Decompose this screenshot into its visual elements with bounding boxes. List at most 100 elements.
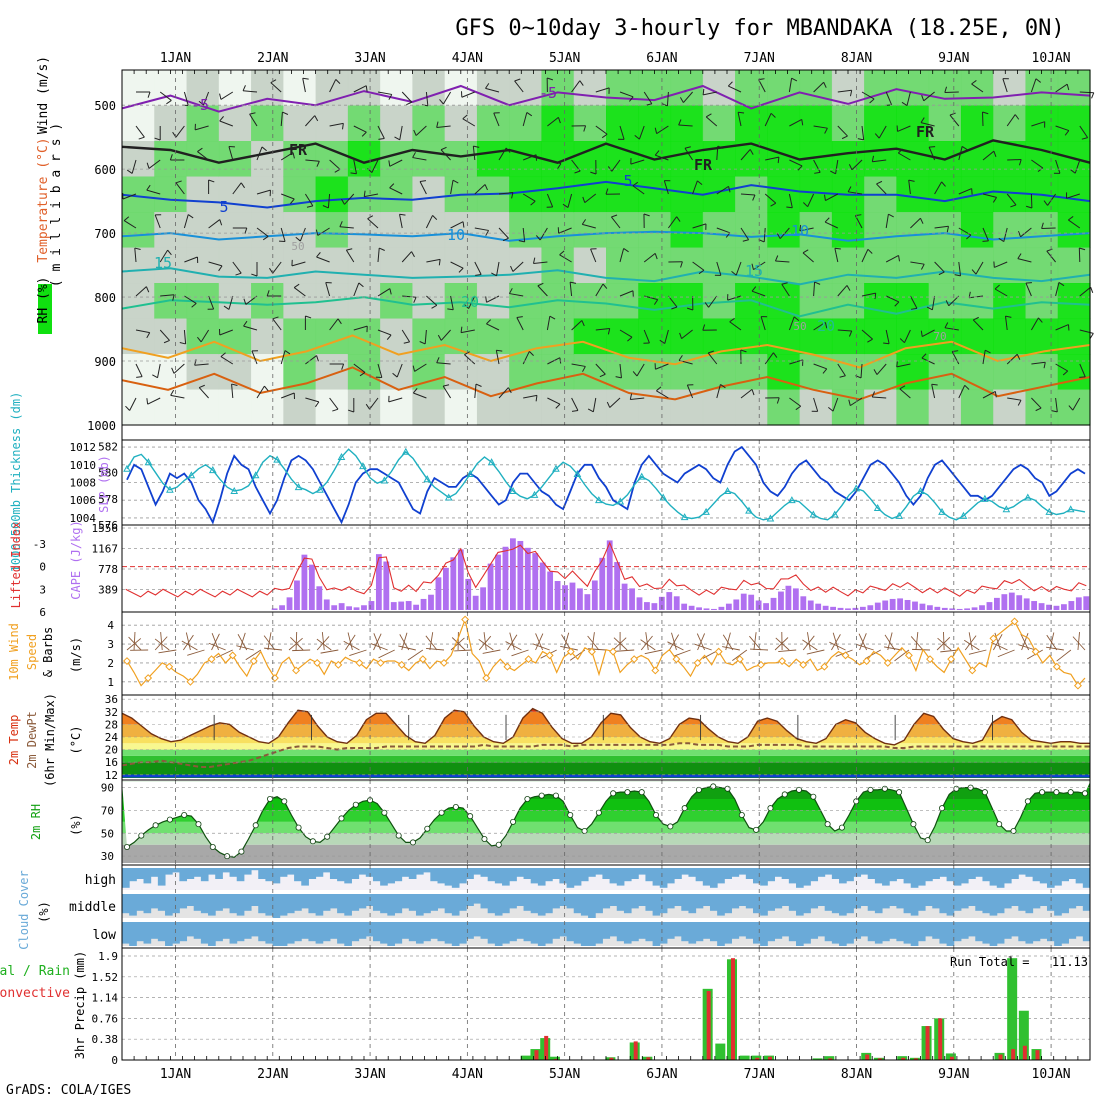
wind-barb-flag [266,290,270,297]
wind-barb [813,281,816,297]
cloud-row-label: low [93,928,117,943]
rh-cell [509,176,543,213]
cloud-bar [229,922,238,944]
rh-cell [347,212,381,249]
cloud-bar [745,922,754,939]
wind-barb-flag [1089,333,1094,339]
bottom-date-label: 5JAN [549,1067,580,1082]
top-date-label: 10JAN [1032,51,1071,66]
pressure-axis-unit: ( m i l l i b a r s ) [49,123,64,287]
wind-barb [353,85,367,93]
wind-barb-flag [729,317,735,323]
wind-barb [280,112,283,127]
cloud-bar [925,922,933,937]
wind-barb-flag [447,308,454,311]
cloud-bar [322,868,331,873]
wind-barb-flag [938,271,945,276]
cloud-bar [272,922,281,946]
cloud-bar [401,868,410,877]
wind-barb [636,363,645,377]
wind-barb-10m [399,634,410,651]
cloud-bar [623,894,632,914]
wind-barb [440,149,451,161]
wind-barb-flag [557,117,561,124]
wind-barb-flag [240,182,246,189]
cloud-bar [1003,868,1012,884]
wind-barb [813,397,819,412]
cape-bar [450,557,457,610]
rh-point [395,832,402,839]
rh-cell [476,247,510,284]
thickness-tick-label: 576 [98,519,118,532]
wind-barb-flag [992,197,998,203]
cloud-bar [537,868,546,886]
cape-bar [949,608,956,610]
wind-barb-flag [998,237,1005,243]
wind-barb [663,180,669,195]
cloud-bar [566,922,575,942]
cloud-bar [788,868,797,884]
cape-bar [912,601,918,610]
cape-bar [673,596,680,610]
wind-barb-10m [505,641,522,651]
cloud-bar [1018,894,1026,911]
wind-barb-flag [599,373,606,378]
cloud-bar [853,868,862,877]
wind-barb-flag [857,138,864,141]
li-line [125,541,1087,598]
wind-barb [861,91,875,100]
wind-barb [1004,316,1008,331]
cloud-bar [631,894,639,909]
wind-barb [908,180,911,195]
precip-conv-bar [553,1058,558,1060]
thickness-point [530,490,539,498]
cloud-bar [530,894,539,914]
wind-barb-10m [264,647,283,651]
wind-barb-10m [1018,644,1036,651]
cloud-bar [796,868,804,888]
wind-point [334,660,343,669]
rh-cell [606,283,639,320]
rh-cell [670,354,704,391]
rh-point [681,805,688,812]
rh-point [567,812,574,819]
cloud-bar [803,868,811,886]
wind-barb-10m [407,649,424,661]
temp-tick-label: 36 [105,693,118,706]
wind-barb-flag [261,146,267,152]
wind-barb [619,363,622,378]
wind-barb [157,363,161,378]
wind-barb-flag [562,203,569,208]
cloud-bar [272,868,281,884]
cloud-bar [516,894,525,906]
wind-barb-flag [537,282,544,287]
wind-barb-flag [632,371,638,377]
cloud-bar [831,894,840,914]
wind-barb-flag [419,341,426,345]
cape-bar [271,608,278,610]
cloud-bar [717,894,725,916]
wind-barb [982,227,989,242]
wind-barb [460,329,475,334]
wind-barb [425,215,433,229]
cloud-bar [437,868,446,884]
rh-cell [1025,105,1059,142]
cloud-bar [968,868,976,879]
precip-conv-bar [767,1056,772,1060]
cloud-bar [186,894,195,906]
wind-barb [595,363,606,375]
wind-barb [584,193,597,204]
rh-cell [993,389,1027,426]
rh-cell [573,389,607,426]
wind-barb-flag [776,233,781,239]
wind-barb-flag [147,91,151,98]
wind-barb [958,146,963,161]
rh-cell [606,212,639,249]
wind-barb-flag [602,283,608,289]
wind-barb [899,388,911,399]
wind-tick-label: 2 [107,657,114,670]
wind-barb-flag [218,265,223,272]
wind-barb-flag [146,398,149,405]
wind-barb [183,91,189,106]
top-date-label: 6JAN [646,51,677,66]
